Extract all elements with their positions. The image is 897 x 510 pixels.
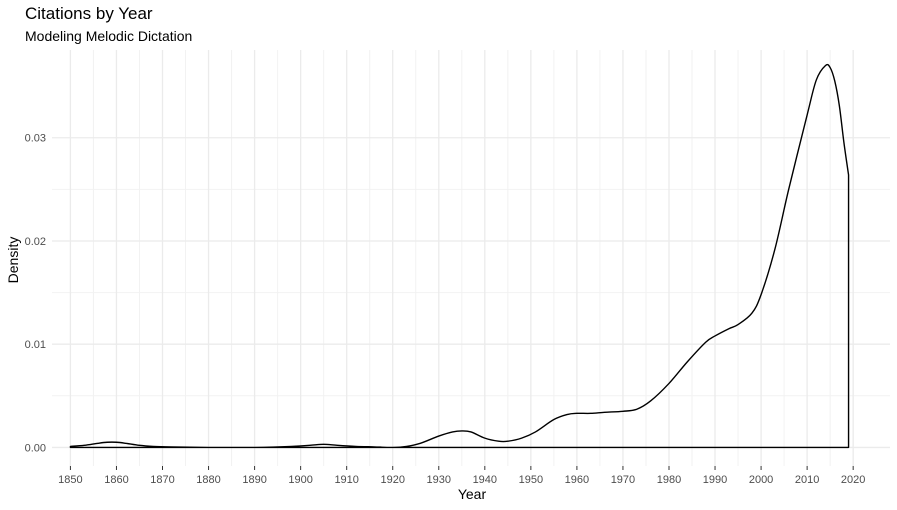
chart-title: Citations by Year — [25, 4, 153, 23]
x-tick-label: 1920 — [380, 474, 404, 486]
x-tick-label: 1850 — [58, 474, 82, 486]
x-tick-label: 1890 — [242, 474, 266, 486]
x-tick-label: 1980 — [657, 474, 681, 486]
x-tick-label: 2010 — [795, 474, 819, 486]
y-tick-label: 0.02 — [25, 236, 46, 248]
x-axis-title: Year — [458, 486, 487, 502]
x-tick-label: 1940 — [473, 474, 497, 486]
x-tick-label: 2000 — [749, 474, 773, 486]
x-tick-label: 1860 — [104, 474, 128, 486]
y-tick-label: 0.01 — [25, 339, 46, 351]
x-tick-marks — [69, 466, 854, 470]
x-tick-label: 1900 — [288, 474, 312, 486]
x-tick-label: 1870 — [150, 474, 174, 486]
x-tick-label: 1950 — [519, 474, 543, 486]
y-tick-label: 0.00 — [25, 442, 46, 454]
x-tick-label: 1880 — [196, 474, 220, 486]
chart-subtitle: Modeling Melodic Dictation — [25, 28, 193, 44]
x-tick-labels: 1850 1860 1870 1880 1890 1900 1910 1920 1930 1940… — [58, 474, 865, 486]
x-tick-label: 1910 — [334, 474, 358, 486]
x-tick-label: 1930 — [427, 474, 451, 486]
minor-gridlines — [52, 50, 890, 466]
major-gridlines — [52, 50, 890, 466]
x-tick-label: 1960 — [565, 474, 589, 486]
x-tick-label: 1990 — [703, 474, 727, 486]
density-curve — [69, 63, 850, 449]
y-tick-labels: 0.00 0.01 0.02 0.03 — [25, 133, 46, 455]
x-tick-label: 1970 — [611, 474, 635, 486]
y-axis-title: Density — [5, 237, 21, 284]
series-layer — [69, 63, 850, 449]
y-tick-label: 0.03 — [25, 133, 46, 145]
x-tick-label: 2020 — [841, 474, 865, 486]
